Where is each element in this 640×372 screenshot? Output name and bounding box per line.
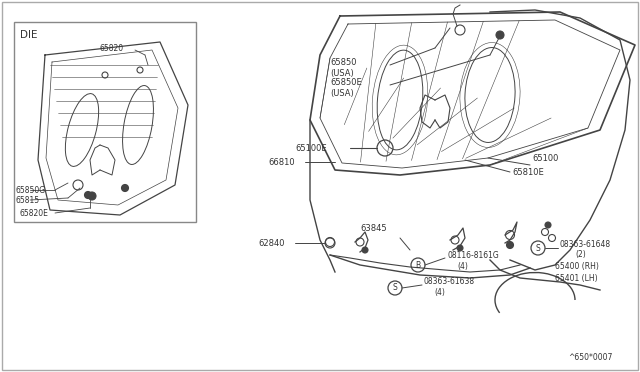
Text: 65100E: 65100E [295,144,326,153]
Text: DIE: DIE [20,30,38,40]
Text: 65815: 65815 [15,196,39,205]
Circle shape [496,31,504,39]
Text: 65850E: 65850E [330,77,362,87]
Text: 65400 (RH): 65400 (RH) [555,262,599,270]
Text: 08116-8161G: 08116-8161G [447,250,499,260]
Text: 63845: 63845 [360,224,387,232]
Text: (4): (4) [457,262,468,270]
Circle shape [122,185,129,192]
Circle shape [362,247,368,253]
Text: 65401 (LH): 65401 (LH) [555,273,598,282]
Text: (USA): (USA) [330,68,354,77]
Bar [14,22,196,222]
Circle shape [506,241,513,248]
Text: (4): (4) [434,289,445,298]
Text: 65850G: 65850G [15,186,45,195]
Text: ^650*0007: ^650*0007 [568,353,612,362]
Text: S: S [392,283,397,292]
Text: 65100: 65100 [532,154,558,163]
Text: 65820: 65820 [100,44,124,52]
Text: 65820E: 65820E [20,208,49,218]
Text: 65810E: 65810E [512,167,544,176]
Text: 66810: 66810 [268,157,294,167]
Text: (2): (2) [575,250,586,260]
Text: 65850: 65850 [330,58,356,67]
Text: 62840: 62840 [258,238,285,247]
Circle shape [88,192,96,200]
Text: (USA): (USA) [330,89,354,97]
Circle shape [457,245,463,251]
Text: B: B [415,260,420,269]
Circle shape [545,222,551,228]
Circle shape [84,192,92,199]
Text: S: S [536,244,540,253]
Text: 08363-61638: 08363-61638 [424,278,475,286]
Text: 08363-61648: 08363-61648 [560,240,611,248]
